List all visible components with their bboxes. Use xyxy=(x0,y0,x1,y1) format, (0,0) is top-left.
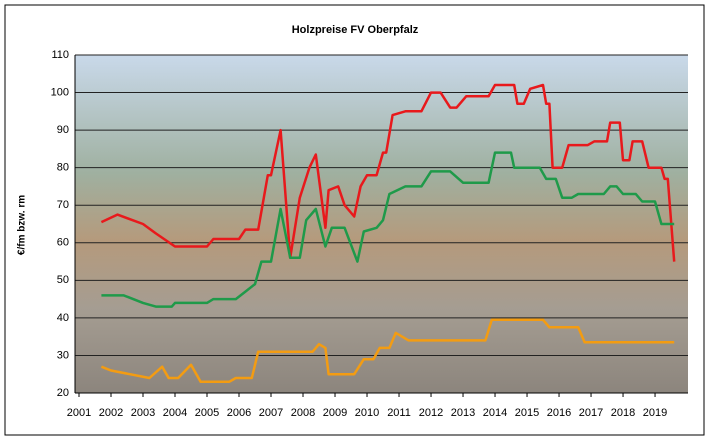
x-tick-label: 2012 xyxy=(419,407,443,419)
y-tick-label: 30 xyxy=(57,349,69,361)
y-tick-label: 100 xyxy=(51,86,69,98)
x-tick-label: 2004 xyxy=(163,407,187,419)
x-tick-label: 2007 xyxy=(259,407,283,419)
x-tick-label: 2019 xyxy=(643,407,667,419)
x-tick-label: 2006 xyxy=(227,407,251,419)
x-tick-label: 2003 xyxy=(131,407,155,419)
y-tick-label: 50 xyxy=(57,274,69,286)
y-tick-label: 20 xyxy=(57,387,69,399)
chart: Holzpreise FV Oberpfalz €/fm bzw. rm 20 3… xyxy=(0,0,710,439)
x-tick-label: 2002 xyxy=(99,407,123,419)
y-tick-label: 80 xyxy=(57,162,69,174)
x-tick-label: 2010 xyxy=(355,407,379,419)
y-tick-label: 70 xyxy=(57,199,69,211)
x-tick-label: 2009 xyxy=(323,407,347,419)
y-tick-label: 110 xyxy=(51,49,69,61)
y-tick-label: 60 xyxy=(57,237,69,249)
x-tick-label: 2014 xyxy=(483,407,507,419)
chart-title: Holzpreise FV Oberpfalz xyxy=(292,24,419,36)
y-tick-label: 40 xyxy=(57,312,69,324)
x-tick-label: 2011 xyxy=(387,407,411,419)
x-tick-label: 2013 xyxy=(451,407,475,419)
y-axis-label: €/fm bzw. rm xyxy=(17,195,28,255)
x-tick-label: 2018 xyxy=(611,407,635,419)
x-tick-label: 2015 xyxy=(515,407,539,419)
x-tick-label: 2017 xyxy=(579,407,603,419)
y-tick-label: 90 xyxy=(57,124,69,136)
x-tick-label: 2005 xyxy=(195,407,219,419)
x-tick-label: 2001 xyxy=(67,407,91,419)
x-tick-label: 2016 xyxy=(547,407,571,419)
x-tick-label: 2008 xyxy=(291,407,315,419)
